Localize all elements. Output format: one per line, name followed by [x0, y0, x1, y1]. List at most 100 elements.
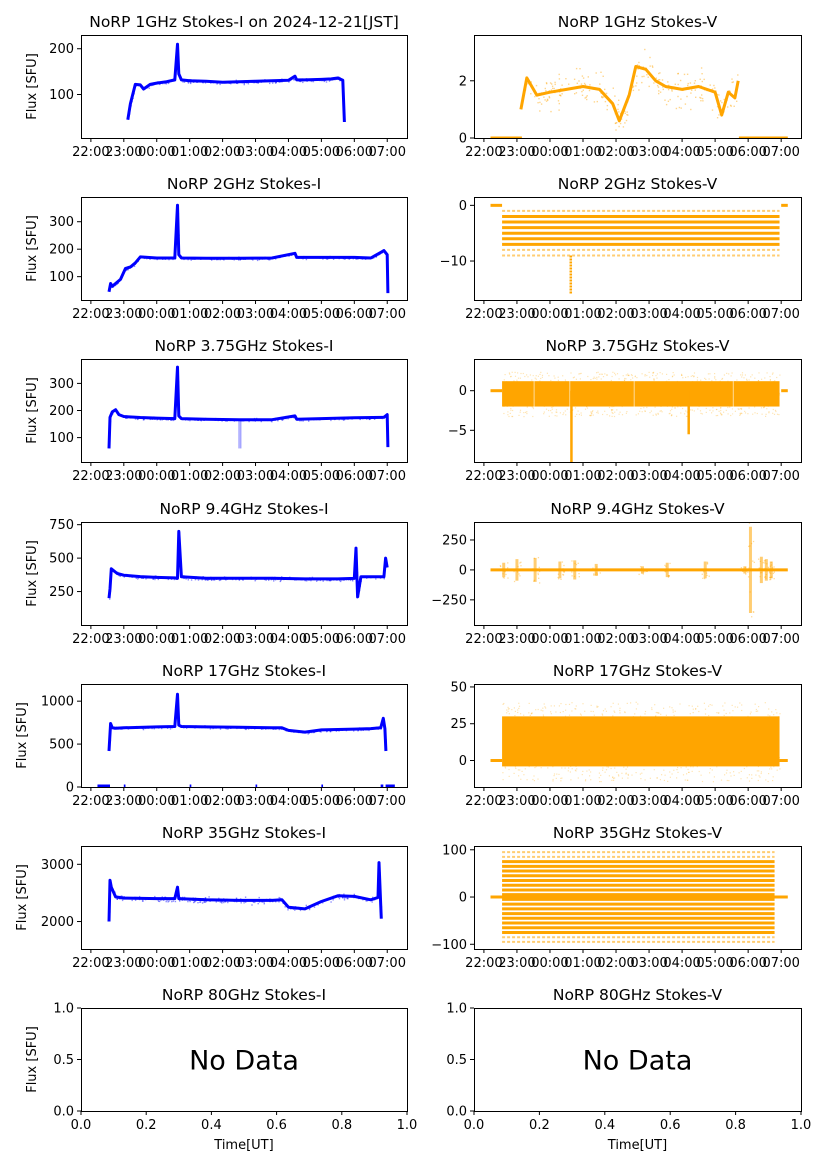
data-point: [601, 373, 603, 375]
data-point: [674, 383, 676, 385]
data-point: [330, 730, 332, 732]
data-point: [704, 577, 706, 580]
data-point: [308, 732, 311, 734]
plot-area: [107, 529, 389, 600]
data-point: [357, 577, 359, 579]
data-point: [626, 735, 628, 737]
data-point: [604, 395, 606, 397]
x-tick-label: 05:00: [696, 469, 733, 484]
data-point: [170, 419, 172, 421]
data-point: [547, 391, 549, 393]
x-tick-label: 06:00: [336, 632, 373, 647]
data-point: [313, 906, 316, 908]
data-point: [724, 398, 726, 400]
data-point: [243, 82, 246, 84]
data-point: [753, 561, 755, 564]
data-point: [550, 705, 552, 707]
data-point: [644, 713, 646, 715]
data-point: [201, 899, 203, 901]
x-tick-label: 1.0: [791, 1118, 812, 1133]
data-point: [779, 394, 781, 396]
data-point: [716, 391, 718, 393]
data-point: [226, 82, 228, 84]
data-point: [705, 750, 707, 752]
data-point: [371, 257, 374, 260]
data-point: [204, 726, 207, 728]
data-point: [600, 781, 602, 783]
data-point: [235, 897, 238, 899]
data-point: [353, 417, 356, 419]
data-point: [202, 419, 205, 421]
data-point: [224, 726, 227, 728]
data-point: [666, 570, 668, 572]
data-point: [233, 81, 236, 84]
data-point: [161, 725, 163, 728]
data-point: [777, 755, 779, 757]
data-point: [383, 578, 385, 580]
data-point: [611, 409, 613, 411]
data-point: [136, 896, 139, 899]
x-tick-label: 02:00: [597, 469, 634, 484]
data-point: [574, 388, 576, 390]
data-point: [609, 723, 611, 725]
data-point: [641, 400, 643, 402]
data-point: [518, 764, 520, 766]
data-point: [691, 381, 694, 383]
subplot-title: NoRP 17GHz Stokes-V: [553, 662, 723, 680]
data-point: [503, 570, 505, 573]
data-point: [224, 901, 227, 903]
data-point: [696, 766, 698, 768]
data-point: [299, 418, 301, 420]
data-point: [700, 379, 702, 381]
data-point: [689, 731, 691, 733]
data-point: [360, 578, 362, 580]
data-point: [565, 78, 567, 80]
data-point: [518, 748, 520, 750]
data-point: [329, 255, 331, 258]
data-point: [646, 405, 648, 407]
series-line: [519, 65, 740, 123]
data-point: [712, 396, 714, 398]
data-point: [515, 395, 517, 397]
data-point: [317, 78, 320, 80]
data-point: [577, 562, 579, 564]
data-point: [560, 777, 562, 779]
data-point: [242, 80, 244, 83]
series-line: [107, 529, 389, 599]
data-point: [111, 568, 113, 570]
data-point: [209, 258, 212, 260]
data-point: [114, 891, 116, 893]
data-point: [685, 762, 687, 764]
data-point: [688, 771, 690, 773]
data-point: [310, 578, 312, 580]
data-point: [699, 744, 702, 746]
data-point: [638, 386, 641, 388]
data-point: [743, 767, 745, 770]
data-point: [669, 393, 671, 395]
data-point: [599, 721, 601, 723]
data-point: [553, 759, 555, 761]
data-point: [316, 580, 318, 582]
data-point: [508, 415, 510, 418]
data-point: [322, 258, 324, 260]
data-point: [299, 79, 302, 82]
data-point: [716, 408, 718, 411]
data-point: [712, 763, 714, 765]
data-point: [514, 375, 517, 377]
data-point: [689, 387, 692, 389]
data-point: [640, 778, 642, 780]
data-point: [651, 728, 653, 730]
data-point: [769, 384, 771, 386]
data-point: [146, 727, 148, 729]
data-point: [548, 755, 550, 757]
data-point: [157, 726, 159, 729]
data-point: [650, 389, 653, 391]
data-point: [282, 418, 285, 421]
data-point: [599, 572, 601, 574]
data-point: [156, 576, 159, 579]
data-point: [614, 95, 616, 97]
data-point: [671, 762, 673, 764]
data-point: [317, 902, 319, 904]
data-point: [329, 898, 331, 900]
data-point: [773, 577, 775, 580]
